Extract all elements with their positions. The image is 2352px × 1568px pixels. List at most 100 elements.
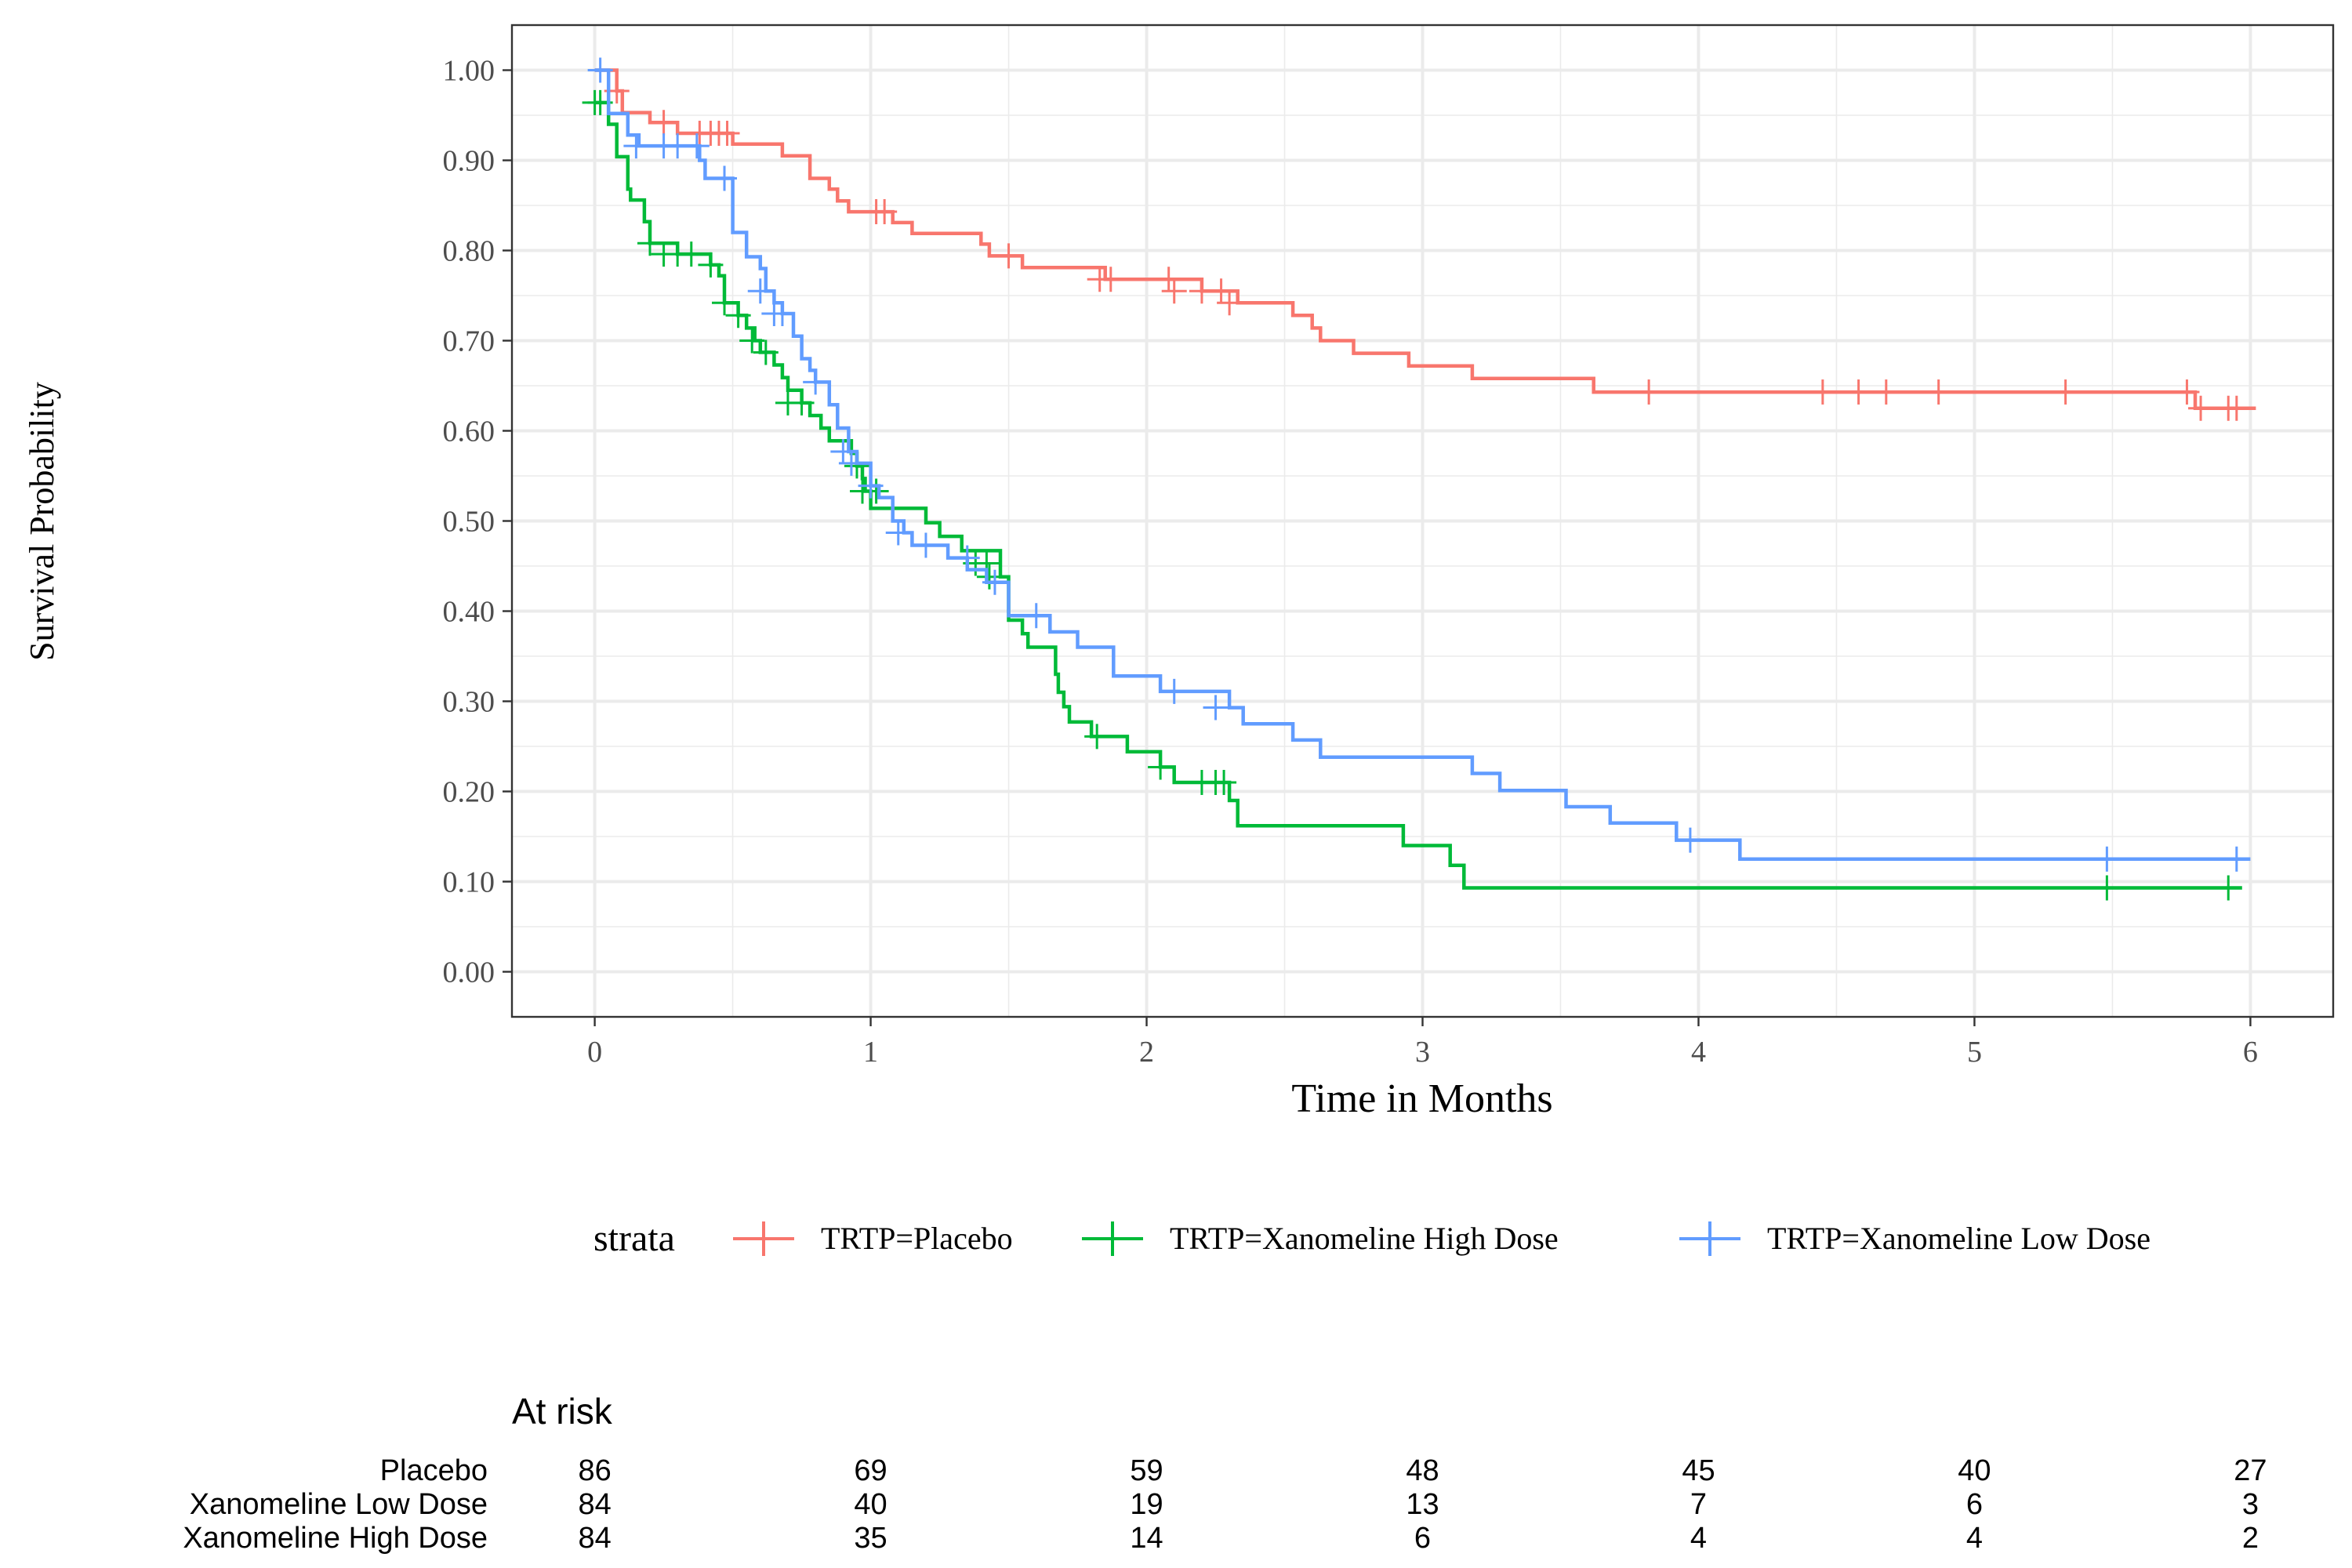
censor-mark bbox=[2174, 379, 2200, 405]
legend-title: strata bbox=[593, 1218, 675, 1259]
censor-mark bbox=[1161, 678, 1187, 704]
censor-mark bbox=[1148, 754, 1174, 780]
legend-label: TRTP=Xanomeline High Dose bbox=[1170, 1221, 1559, 1256]
at-risk-count: 13 bbox=[1406, 1488, 1439, 1521]
censor-mark bbox=[1211, 770, 1237, 795]
censor-mark bbox=[2094, 846, 2120, 872]
censor-mark bbox=[739, 328, 765, 354]
censor-mark bbox=[2053, 379, 2078, 405]
at-risk-count: 6 bbox=[1414, 1522, 1431, 1555]
legend-key bbox=[1082, 1221, 1143, 1256]
at-risk-count: 3 bbox=[2242, 1488, 2259, 1521]
series-group bbox=[594, 68, 2256, 421]
censor-mark bbox=[2223, 395, 2249, 421]
y-tick-label: 0.60 bbox=[443, 416, 495, 448]
censor-mark bbox=[1098, 267, 1123, 292]
legend-key bbox=[1679, 1221, 1740, 1256]
at-risk-count: 45 bbox=[1682, 1454, 1715, 1487]
censor-mark bbox=[1677, 827, 1703, 853]
censor-mark bbox=[2188, 395, 2214, 421]
legend-label: TRTP=Xanomeline Low Dose bbox=[1767, 1221, 2151, 1256]
censor-mark bbox=[913, 532, 938, 558]
at-risk-row: Xanomeline Low Dose 84 40 19 13 7 6 3 bbox=[190, 1488, 2259, 1521]
censor-mark bbox=[1023, 603, 1049, 629]
legend-entry: TRTP=Xanomeline Low Dose bbox=[1679, 1221, 2151, 1256]
censor-mark bbox=[651, 110, 677, 136]
censor-mark bbox=[714, 121, 740, 146]
censor-mark bbox=[587, 57, 613, 83]
x-tick-label: 1 bbox=[863, 1036, 878, 1069]
y-tick-label: 0.10 bbox=[443, 866, 495, 899]
at-risk-row: Placebo 86 69 59 48 45 40 27 bbox=[380, 1454, 2267, 1487]
survival-curve-line bbox=[594, 68, 2251, 862]
censor-mark bbox=[1084, 724, 1110, 750]
censor-mark bbox=[637, 230, 662, 256]
censor-mark bbox=[872, 199, 898, 225]
x-tick-label: 4 bbox=[1691, 1036, 1706, 1069]
at-risk-count: 86 bbox=[578, 1454, 611, 1487]
censor-mark bbox=[698, 252, 724, 278]
y-tick-label: 0.40 bbox=[443, 596, 495, 629]
censor-mark bbox=[2094, 875, 2120, 901]
censor-mark bbox=[1809, 379, 1835, 405]
censor-mark bbox=[996, 243, 1022, 269]
survival-curves bbox=[582, 57, 2256, 901]
at-risk-count: 14 bbox=[1130, 1522, 1163, 1555]
at-risk-count: 35 bbox=[854, 1522, 887, 1555]
censor-mark bbox=[623, 133, 649, 159]
y-tick-label: 0.00 bbox=[443, 956, 495, 989]
gridlines bbox=[512, 25, 2333, 1017]
series-group bbox=[587, 57, 2251, 872]
legend-entry: TRTP=Xanomeline High Dose bbox=[1082, 1221, 1559, 1256]
at-risk-count: 48 bbox=[1406, 1454, 1439, 1487]
censor-mark bbox=[1873, 379, 1899, 405]
y-tick-label: 0.50 bbox=[443, 506, 495, 539]
censor-mark bbox=[1926, 379, 1951, 405]
x-tick-label: 0 bbox=[587, 1036, 602, 1069]
legend-entry: TRTP=Placebo bbox=[733, 1221, 1013, 1256]
at-risk-count: 59 bbox=[1130, 1454, 1163, 1487]
x-axis: 0 1 2 3 4 5 6 bbox=[587, 1017, 2258, 1069]
censor-mark bbox=[1203, 695, 1229, 720]
at-risk-count: 4 bbox=[1966, 1522, 1983, 1555]
at-risk-count: 19 bbox=[1130, 1488, 1163, 1521]
legend: strata TRTP=Placebo TRTP=Xanomeline High … bbox=[593, 1218, 2151, 1259]
at-risk-row-label: Placebo bbox=[380, 1454, 488, 1487]
x-axis-title: Time in Months bbox=[1291, 1076, 1552, 1121]
censor-mark bbox=[2223, 846, 2249, 872]
at-risk-count: 27 bbox=[2234, 1454, 2267, 1487]
censor-mark bbox=[954, 545, 980, 571]
survival-curve-line bbox=[594, 100, 2242, 890]
y-tick-label: 1.00 bbox=[443, 55, 495, 88]
x-tick-label: 2 bbox=[1139, 1036, 1154, 1069]
censor-mark bbox=[1217, 290, 1243, 316]
at-risk-count: 84 bbox=[578, 1488, 611, 1521]
censor-mark bbox=[863, 478, 889, 504]
series-group bbox=[582, 89, 2242, 901]
censor-mark bbox=[2216, 875, 2241, 901]
y-tick-label: 0.20 bbox=[443, 776, 495, 809]
censor-mark bbox=[1846, 379, 1871, 405]
at-risk-count: 84 bbox=[578, 1522, 611, 1555]
y-tick-label: 0.80 bbox=[443, 235, 495, 268]
censor-mark bbox=[1636, 379, 1662, 405]
censor-mark bbox=[1161, 278, 1187, 304]
censor-mark bbox=[684, 133, 710, 159]
at-risk-count: 40 bbox=[1958, 1454, 1991, 1487]
censor-mark bbox=[769, 301, 795, 326]
censor-mark bbox=[678, 241, 704, 267]
censor-mark bbox=[725, 303, 751, 328]
legend-label: TRTP=Placebo bbox=[821, 1221, 1013, 1256]
x-tick-label: 5 bbox=[1967, 1036, 1982, 1069]
x-tick-label: 3 bbox=[1415, 1036, 1430, 1069]
at-risk-count: 7 bbox=[1690, 1488, 1707, 1521]
at-risk-count: 2 bbox=[2242, 1522, 2259, 1555]
y-axis: 0.00 0.10 0.20 0.30 0.40 0.50 0.60 0.70 0.80 0.90… bbox=[443, 55, 512, 989]
at-risk-count: 6 bbox=[1966, 1488, 1983, 1521]
censor-mark bbox=[712, 165, 738, 191]
censor-mark bbox=[747, 278, 773, 304]
censor-mark bbox=[1156, 267, 1181, 292]
survival-curve-line bbox=[594, 68, 2256, 411]
censor-mark bbox=[712, 290, 738, 316]
